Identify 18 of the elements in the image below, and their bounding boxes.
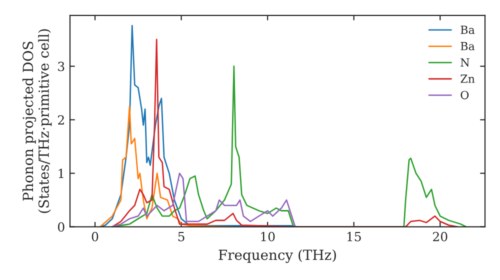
x-tick-label: 5: [178, 232, 184, 242]
legend-label: N: [460, 58, 470, 67]
line-series: [112, 172, 296, 227]
x-tick-label: 10: [261, 232, 275, 242]
legend-label: Ba: [460, 42, 475, 50]
y-tick-label: 0: [58, 222, 64, 232]
x-tick-label: 20: [433, 232, 448, 242]
x-tick-label: 0: [92, 232, 98, 242]
y-tick-label: 3: [58, 62, 64, 72]
legend-label: O: [460, 90, 469, 100]
y-tick-label: 1: [58, 168, 64, 178]
legend-label: Ba: [460, 26, 475, 34]
x-tick-label: 15: [347, 232, 361, 242]
x-axis-title: Frequency (THz): [218, 249, 336, 263]
y-tick-label: 2: [58, 115, 64, 125]
legend-label: Zn: [460, 74, 475, 83]
line-series: [100, 24, 298, 227]
y-axis-title: Phonon projected DOS (States/THz·primitive cell): [22, 29, 52, 213]
